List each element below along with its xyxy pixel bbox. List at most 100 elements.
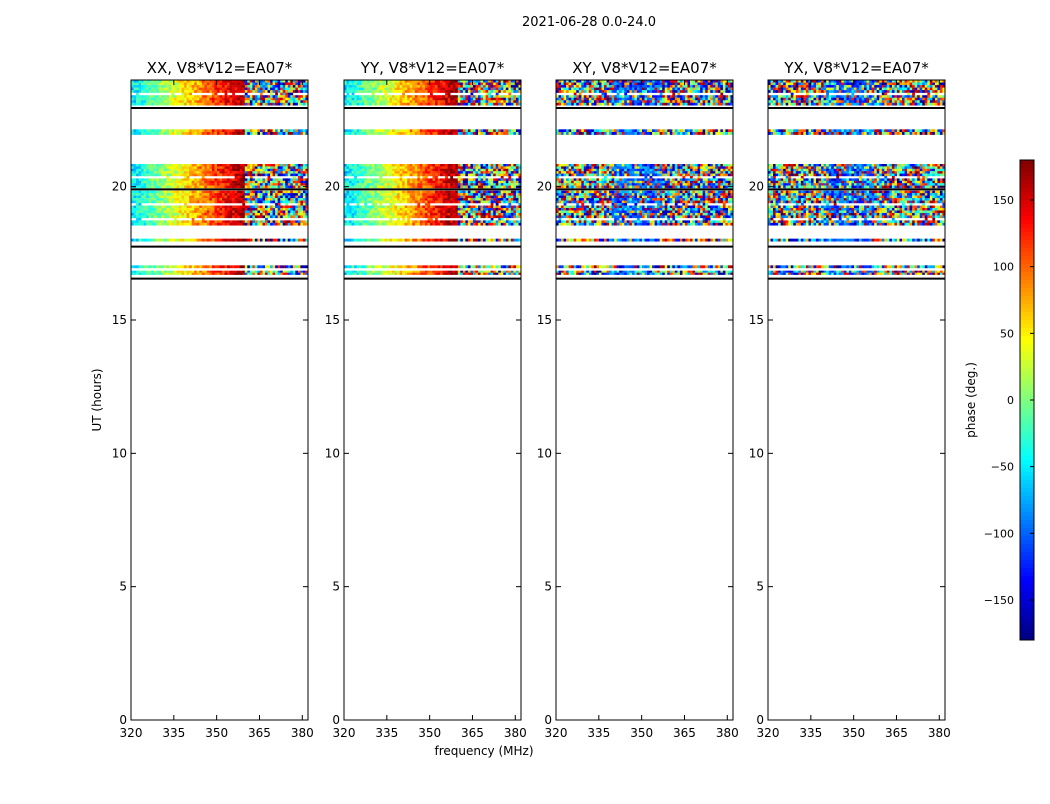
phase-cell <box>458 169 461 172</box>
phase-cell <box>192 169 195 172</box>
phase-cell <box>283 220 286 223</box>
phase-cell <box>498 181 501 184</box>
phase-cell <box>415 178 418 181</box>
phase-cell <box>506 171 509 174</box>
phase-cell <box>194 164 197 167</box>
phase-cell <box>503 88 506 91</box>
phase-cell <box>438 223 441 226</box>
phase-cell <box>235 174 238 177</box>
phase-cell <box>149 191 152 194</box>
phase-cell <box>252 132 255 135</box>
phase-cell <box>171 223 174 226</box>
phase-cell <box>268 183 271 186</box>
phase-cell <box>384 186 387 189</box>
phase-cell <box>453 273 456 275</box>
phase-cell <box>443 95 446 98</box>
phase-cell <box>359 271 362 273</box>
phase-cell <box>146 166 149 169</box>
phase-cell <box>149 213 152 216</box>
phase-cell <box>445 132 448 135</box>
phase-cell <box>506 95 509 98</box>
phase-cell <box>372 191 375 194</box>
phase-cell <box>455 85 458 88</box>
phase-cell <box>496 85 499 88</box>
phase-cell <box>374 183 377 186</box>
phase-cell <box>392 273 395 275</box>
phase-cell <box>139 100 142 103</box>
phase-cell <box>496 174 499 177</box>
phase-cell <box>156 223 159 226</box>
phase-cell <box>161 98 164 101</box>
phase-cell <box>242 191 245 194</box>
phase-cell <box>255 95 258 98</box>
phase-cell <box>260 103 263 106</box>
phase-cell <box>300 223 303 226</box>
phase-cell <box>230 208 233 211</box>
phase-cell <box>288 208 291 211</box>
phase-cell <box>488 169 491 172</box>
phase-cell <box>230 103 233 106</box>
phase-cell <box>448 223 451 226</box>
phase-cell <box>364 213 367 216</box>
phase-cell <box>171 178 174 181</box>
phase-cell <box>435 193 438 196</box>
phase-cell <box>273 103 276 106</box>
phase-cell <box>352 191 355 194</box>
phase-cell <box>377 210 380 213</box>
phase-cell <box>245 88 248 91</box>
phase-cell <box>275 193 278 196</box>
phase-cell <box>202 98 205 101</box>
phase-cell <box>151 213 154 216</box>
phase-cell <box>262 239 265 242</box>
phase-cell <box>293 215 296 218</box>
phase-cell <box>209 183 212 186</box>
phase-cell <box>374 239 377 242</box>
phase-cell <box>412 186 415 189</box>
phase-cell <box>139 210 142 213</box>
phase-cell <box>275 206 278 209</box>
phase-cell <box>204 171 207 174</box>
phase-cell <box>166 171 169 174</box>
phase-cell <box>357 213 360 216</box>
phase-cell <box>154 95 157 98</box>
phase-cell <box>136 239 139 242</box>
phase-cell <box>278 239 281 242</box>
phase-cell <box>179 273 182 275</box>
phase-cell <box>164 239 167 242</box>
phase-cell <box>293 193 296 196</box>
phase-cell <box>192 85 195 88</box>
phase-cell <box>412 129 415 132</box>
phase-cell <box>415 83 418 86</box>
phase-cell <box>197 201 200 204</box>
phase-cell <box>369 174 372 177</box>
phase-cell <box>290 95 293 98</box>
phase-cell <box>245 220 248 223</box>
phase-cell <box>448 186 451 189</box>
phase-cell <box>400 169 403 172</box>
phase-cell <box>144 186 147 189</box>
phase-cell <box>516 215 519 218</box>
phase-cell <box>511 213 514 216</box>
phase-cell <box>134 183 137 186</box>
phase-cell <box>483 196 486 199</box>
phase-cell <box>501 176 504 179</box>
phase-cell <box>262 220 265 223</box>
phase-cell <box>182 201 185 204</box>
phase-cell <box>460 196 463 199</box>
phase-cell <box>220 223 223 226</box>
phase-cell <box>262 201 265 204</box>
phase-cell <box>139 201 142 204</box>
phase-cell <box>230 181 233 184</box>
phase-cell <box>184 129 187 132</box>
phase-cell <box>260 129 263 132</box>
phase-cell <box>141 88 144 91</box>
phase-cell <box>144 83 147 86</box>
phase-cell <box>177 273 180 275</box>
phase-cell <box>252 208 255 211</box>
phase-cell <box>486 201 489 204</box>
phase-cell <box>384 196 387 199</box>
phase-cell <box>417 171 420 174</box>
phase-cell <box>245 215 248 218</box>
phase-cell <box>445 271 448 273</box>
phase-cell <box>283 215 286 218</box>
